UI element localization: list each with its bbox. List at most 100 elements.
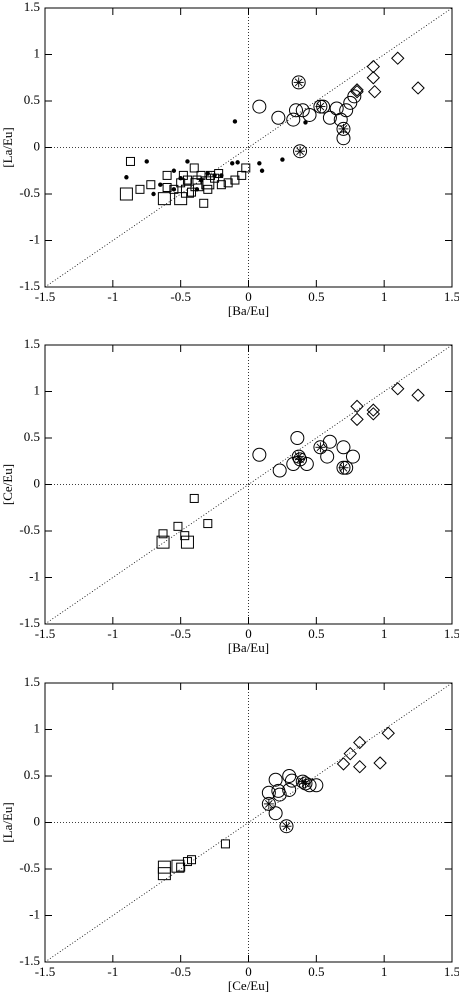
x-tick-label: 0.5 [308, 289, 324, 304]
square-marker [171, 859, 185, 873]
small-square-marker [180, 531, 190, 541]
square-marker [180, 535, 194, 549]
x-tick-label: 1 [381, 626, 388, 641]
y-tick-label: -1.5 [19, 278, 40, 293]
star-part [294, 78, 303, 87]
circle-part [298, 776, 313, 791]
x-tick-label: 1.5 [444, 289, 459, 304]
small-square-marker [162, 182, 172, 192]
starred-circle-marker [313, 440, 328, 455]
starred-circle-marker [293, 144, 308, 159]
dot-marker [144, 159, 149, 164]
y-tick-label: -0.5 [19, 860, 40, 875]
dot-marker [257, 161, 262, 166]
circle-marker [336, 440, 351, 455]
circle-part [313, 440, 328, 455]
starred-circle-marker [261, 796, 276, 811]
circle-part [336, 460, 351, 475]
circle-marker [322, 110, 337, 125]
dot-marker [205, 171, 210, 176]
small-square-marker [241, 163, 251, 173]
circle-marker [320, 449, 335, 464]
x-tick-label: -0.5 [170, 626, 191, 641]
circle-marker [295, 103, 310, 118]
starred-circle-marker [336, 121, 351, 136]
y-tick-label: 1 [34, 720, 41, 735]
circle-marker [284, 773, 299, 788]
x-tick-label: -0.5 [170, 289, 191, 304]
one-to-one-line [44, 344, 453, 625]
star-part [339, 125, 348, 133]
circle-marker [302, 107, 317, 122]
x-tick-label: 0 [245, 964, 252, 979]
star-part [296, 147, 304, 156]
x-tick-label: -1 [107, 626, 118, 641]
small-square-marker [220, 839, 230, 849]
small-square-marker [125, 156, 135, 166]
diamond-marker [353, 735, 367, 750]
y-tick-label: -0.5 [19, 522, 40, 537]
x-tick-label: -1.5 [35, 289, 56, 304]
x-axis-label: [Ba/Eu] [228, 640, 269, 655]
x-tick-label: 0.5 [308, 626, 324, 641]
square-marker [180, 184, 194, 198]
x-tick-label: -0.5 [170, 964, 191, 979]
x-axis-label: [Ce/Eu] [228, 978, 269, 993]
diamond-marker [343, 746, 357, 761]
square-marker [156, 535, 170, 549]
y-tick-label: 1 [34, 45, 41, 60]
circle-marker [286, 112, 301, 127]
circle-part [293, 144, 308, 159]
diamond-marker [353, 759, 367, 774]
dot-marker [151, 191, 156, 197]
small-square-marker [162, 170, 172, 180]
circle-marker [282, 782, 297, 797]
small-square-marker [173, 521, 183, 531]
y-tick-label: 0.5 [24, 767, 40, 782]
y-tick-label: -1 [29, 231, 40, 246]
starred-circle-marker [291, 75, 306, 90]
one-to-one-line [44, 682, 453, 963]
y-axis-label: [La/Eu] [0, 127, 15, 167]
dot-marker [171, 168, 177, 173]
circle-marker [290, 431, 305, 445]
star-part [296, 455, 304, 464]
square-marker [119, 187, 133, 201]
y-tick-label: -1 [29, 906, 40, 921]
x-tick-label: 0 [245, 289, 252, 304]
small-square-marker [176, 862, 186, 872]
diamond-marker [367, 84, 382, 99]
diamond-marker [366, 71, 381, 85]
circle-marker [309, 778, 324, 793]
circle-marker [252, 447, 267, 462]
circle-marker [252, 99, 267, 114]
diamond-marker [411, 81, 425, 95]
dot-marker [158, 182, 163, 187]
panel: -1.5 -1 -0.5 0 0.5 1 1.5 -1.5 -1 -0.5 0 0.5 1 1.5 [Ba/… [0, 0, 459, 318]
x-tick-label: -1.5 [35, 626, 56, 641]
one-to-one-line [44, 7, 453, 288]
dot-marker [194, 187, 200, 192]
small-square-marker [199, 198, 209, 208]
square-marker [157, 860, 171, 874]
small-square-marker [158, 529, 168, 539]
x-tick-label: 1.5 [444, 964, 459, 979]
small-square-marker [189, 493, 199, 503]
circle-part [336, 121, 351, 136]
x-tick-label: -1.5 [35, 964, 56, 979]
x-tick-label: 1 [381, 289, 388, 304]
small-square-marker [203, 184, 213, 194]
star-part [316, 102, 325, 111]
small-square-marker [146, 180, 156, 190]
x-tick-label: 1 [381, 964, 388, 979]
starred-circle-marker [279, 819, 294, 834]
dot-marker [178, 175, 183, 181]
starred-circle-marker [336, 460, 351, 475]
circle-part [293, 452, 308, 467]
diamond-marker [350, 399, 364, 414]
starred-circle-marker [313, 99, 328, 114]
square-marker [157, 192, 171, 206]
dot-marker [212, 173, 217, 178]
star-part [339, 463, 348, 472]
